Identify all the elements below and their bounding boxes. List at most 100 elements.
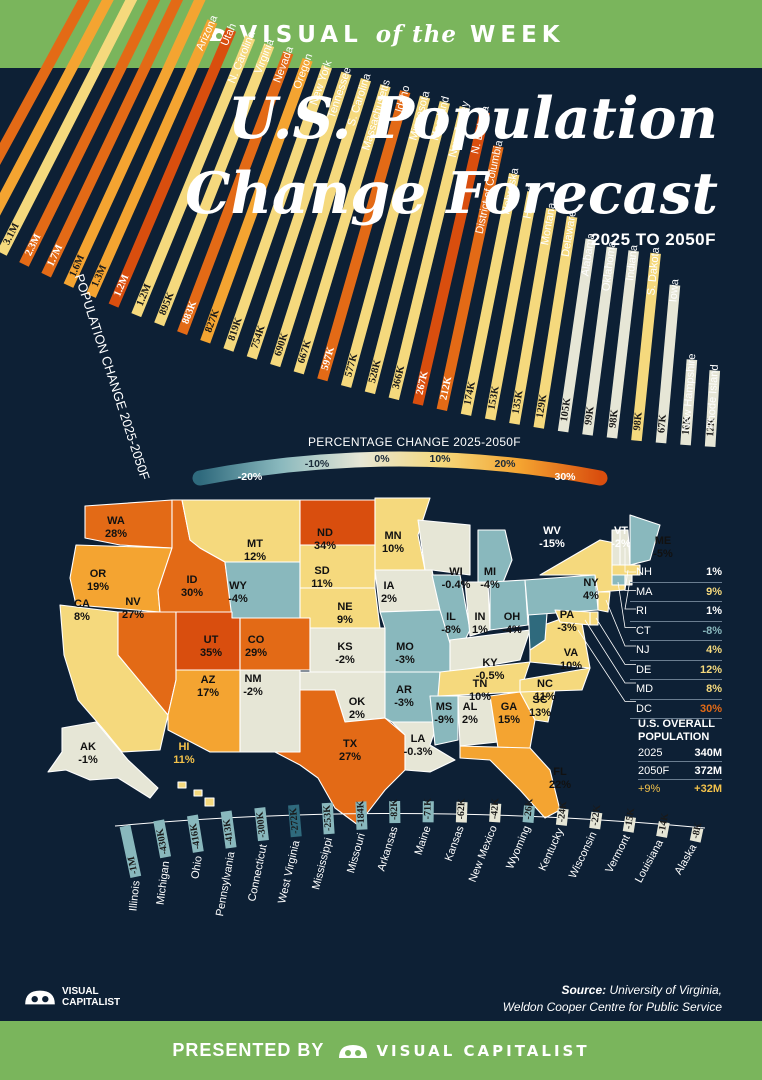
loss-bar-vermont: -15K Vermont bbox=[603, 807, 637, 875]
state-me bbox=[629, 514, 661, 566]
loss-bar-wisconsin: -22K Wisconsin bbox=[567, 804, 603, 881]
loss-state-label: Ohio bbox=[189, 855, 204, 880]
loss-value-label: -71K bbox=[422, 798, 433, 819]
gain-state-label: Arizona bbox=[194, 13, 220, 53]
brand-visual: VISUAL bbox=[239, 21, 363, 48]
map-label-abbr: AR bbox=[396, 684, 412, 696]
overall-value: +32M bbox=[694, 782, 722, 795]
gain-bar-oregon bbox=[200, 57, 313, 344]
map-label-wi: WI -0.4% bbox=[442, 566, 471, 592]
pct-legend-ticks: -20% -10% 0% 10% 20% 30% bbox=[238, 453, 576, 483]
gain-bar-minnesota bbox=[340, 95, 431, 388]
map-label-pct: 17% bbox=[196, 687, 220, 699]
map-label-abbr: MT bbox=[247, 538, 263, 550]
loss-state-label: Wyoming bbox=[504, 824, 533, 871]
gain-value-label: 98K bbox=[632, 411, 645, 432]
state-ga bbox=[489, 691, 536, 749]
gain-bar-virginia bbox=[154, 43, 275, 327]
map-label-abbr: AZ bbox=[200, 674, 216, 686]
gain-value-label: 827K bbox=[203, 307, 222, 334]
map-label-abbr: LA bbox=[410, 733, 426, 745]
small-state-abbr: DC bbox=[636, 702, 652, 715]
gain-bar-indiana bbox=[606, 250, 639, 439]
map-label-abbr: AK bbox=[80, 741, 96, 753]
leader-line bbox=[617, 581, 636, 628]
map-label-mi: MI -4% bbox=[480, 566, 500, 592]
map-label-pct: 11% bbox=[173, 754, 195, 766]
map-label-abbr: WV bbox=[543, 525, 561, 537]
gain-bar-maryland bbox=[364, 101, 451, 395]
legend-tick-label: -10% bbox=[305, 458, 330, 470]
map-label-pct: 35% bbox=[199, 647, 223, 659]
map-label-abbr: GA bbox=[500, 701, 518, 713]
gain-value-label: 2.3M bbox=[23, 232, 43, 258]
small-state-row: DC 30% bbox=[630, 700, 722, 719]
gain-value-label: 98K bbox=[608, 408, 621, 429]
gain-value-label: 597K bbox=[320, 345, 337, 372]
loss-state-label: West Virginia bbox=[276, 839, 302, 905]
map-label-pa: PA -3% bbox=[557, 609, 577, 635]
gain-bar-n-dakota bbox=[412, 110, 490, 406]
title-line-2: Change Forecast bbox=[185, 160, 718, 227]
map-label-abbr: NV bbox=[125, 596, 141, 608]
gain-bar-nevada bbox=[177, 50, 294, 336]
loss-bar-rect bbox=[689, 826, 704, 843]
small-state-pct: 8% bbox=[706, 683, 722, 696]
map-label-mo: MO -3% bbox=[395, 641, 415, 667]
map-label-nm: NM -2% bbox=[243, 673, 263, 699]
gain-value-label: 754K bbox=[250, 323, 268, 350]
small-state-pct: 1% bbox=[706, 605, 722, 618]
gain-bar-s-carolina bbox=[270, 78, 372, 368]
loss-bar-rect bbox=[288, 804, 302, 838]
map-label-pct: -4% bbox=[480, 579, 500, 591]
gain-state-label: Indiana bbox=[624, 243, 640, 281]
map-label-abbr: OR bbox=[89, 568, 107, 580]
gain-value-label: 267K bbox=[415, 369, 431, 396]
small-state-row: RI 1% bbox=[630, 602, 722, 622]
loss-value-label: -8K bbox=[690, 821, 704, 839]
gain-value-label: 366K bbox=[391, 364, 408, 391]
map-label-tx: TX 27% bbox=[339, 738, 361, 764]
map-label-ky: KY -0.5% bbox=[476, 657, 505, 683]
loss-value-label: -82K bbox=[389, 799, 400, 820]
loss-value-label: -253K bbox=[322, 804, 335, 831]
map-label-me: ME -5% bbox=[653, 535, 673, 561]
gain-bar-washington bbox=[19, 0, 161, 267]
gain-state-label: Virginia bbox=[252, 37, 277, 76]
map-label-ak: AK -1% bbox=[78, 741, 98, 767]
map-label-abbr: IA bbox=[383, 580, 395, 592]
map-label-pct: -3% bbox=[394, 697, 414, 709]
loss-bar-rect bbox=[422, 801, 434, 823]
map-label-la: LA -0.3% bbox=[404, 733, 433, 759]
map-label-pct: 10% bbox=[559, 660, 583, 672]
legend-tick-label: 10% bbox=[429, 453, 451, 465]
pct-legend-label: PERCENTAGE CHANGE 2025-2050F bbox=[308, 435, 521, 449]
gain-bar-colorado bbox=[41, 0, 184, 278]
state-nd bbox=[299, 499, 376, 546]
state-md bbox=[554, 609, 591, 626]
loss-bar-rect bbox=[489, 803, 502, 823]
loss-bar-rect bbox=[656, 821, 670, 838]
map-label-abbr: WA bbox=[107, 515, 125, 527]
loss-bar-rect bbox=[321, 802, 335, 835]
leader-line bbox=[624, 579, 636, 610]
map-label-mt: MT 12% bbox=[244, 538, 266, 564]
map-label-pct: -0.3% bbox=[403, 746, 433, 758]
map-label-abbr: ME bbox=[654, 535, 672, 547]
gain-value-label: 1.2M bbox=[135, 282, 154, 308]
state-ak bbox=[47, 721, 159, 799]
overall-title-text: U.S. OVERALL POPULATION bbox=[638, 718, 716, 743]
leader-line bbox=[595, 617, 636, 665]
loss-bar-alaska: -8K Alaska bbox=[673, 821, 705, 877]
gain-value-label: 129K bbox=[535, 393, 550, 419]
gain-value-label: 3.1M bbox=[2, 221, 22, 247]
us-map bbox=[47, 497, 661, 826]
loss-state-label: Mississippi bbox=[310, 836, 335, 890]
loss-baseline bbox=[114, 812, 706, 829]
state-wa bbox=[84, 499, 173, 549]
map-label-pct: 30% bbox=[180, 587, 204, 599]
map-label-abbr: OH bbox=[503, 611, 521, 623]
gain-state-label: S. Dakota bbox=[645, 246, 662, 296]
gain-bar-delaware bbox=[533, 216, 578, 429]
